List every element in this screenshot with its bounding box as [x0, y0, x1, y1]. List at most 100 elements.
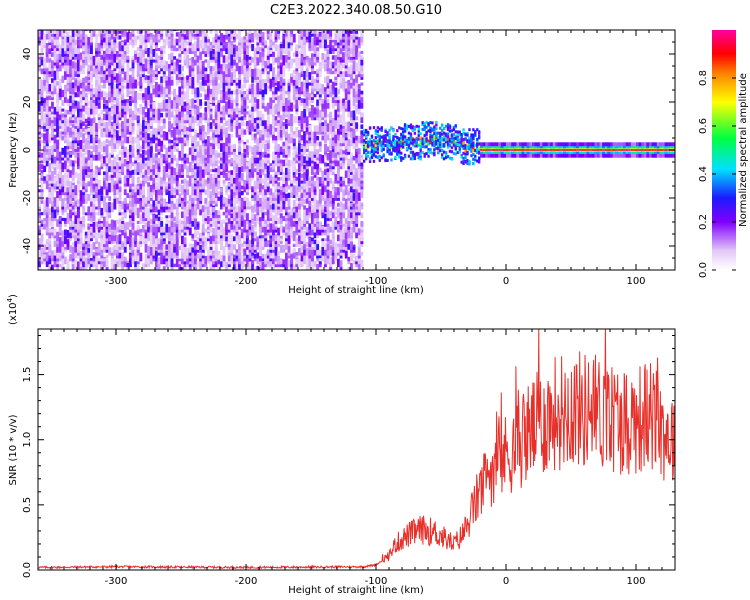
heatmap-cell	[87, 120, 91, 126]
heatmap-cell	[196, 154, 200, 158]
heatmap-cell	[256, 142, 260, 152]
heatmap-cell	[136, 81, 140, 86]
heatmap-cell	[201, 125, 205, 132]
heatmap-cell	[175, 68, 179, 75]
heatmap-cell	[53, 215, 57, 221]
heatmap-cell	[209, 255, 213, 259]
heatmap-cell	[175, 136, 179, 141]
heatmap-cell	[274, 127, 278, 132]
heatmap-cell	[165, 106, 169, 112]
heatmap-cell	[113, 247, 117, 256]
heatmap-cell	[188, 130, 192, 135]
heatmap-cell	[303, 240, 307, 245]
heatmap-cell	[225, 56, 229, 63]
heatmap-cell	[168, 95, 171, 101]
heatmap-cell	[66, 65, 70, 75]
heatmap-cell	[290, 208, 294, 216]
heatmap-cell	[74, 141, 78, 147]
heatmap-cell	[165, 158, 169, 164]
heatmap-cell	[77, 206, 80, 210]
heatmap-cell	[100, 252, 104, 256]
heatmap-cell	[84, 124, 88, 129]
heatmap-cell	[305, 66, 309, 77]
heatmap-cell	[123, 259, 127, 268]
heatmap-cell	[188, 265, 192, 270]
heatmap-cell	[77, 164, 80, 170]
heatmap-cell	[155, 204, 158, 213]
heatmap-cell	[84, 138, 88, 149]
heatmap-cell	[162, 258, 166, 265]
heatmap-cell	[235, 132, 239, 138]
heatmap-cell	[290, 186, 294, 193]
heatmap-cell	[139, 155, 143, 161]
heatmap-cell	[84, 146, 88, 152]
heatmap-cell	[222, 34, 226, 43]
heatmap-cell	[181, 137, 184, 144]
heatmap-cell	[233, 207, 236, 213]
heatmap-cell	[318, 189, 322, 198]
heatmap-cell	[100, 234, 104, 239]
heatmap-cell	[253, 68, 257, 75]
heatmap-cell	[170, 36, 174, 46]
heatmap-cell	[191, 248, 195, 259]
heatmap-cell	[131, 184, 135, 196]
heatmap-cell	[168, 181, 171, 187]
heatmap-cell	[162, 120, 166, 129]
heatmap-cell	[292, 208, 296, 213]
heatmap-cell	[69, 57, 73, 66]
heatmap-cell	[131, 136, 135, 144]
heatmap-cell	[191, 147, 195, 155]
heatmap-cell	[147, 30, 151, 34]
heatmap-cell	[92, 88, 96, 95]
heatmap-cell	[285, 140, 288, 149]
heatmap-cell	[147, 182, 151, 187]
heatmap-cell	[285, 123, 288, 129]
heatmap-cell	[173, 127, 177, 138]
heatmap-cell	[313, 244, 317, 256]
heatmap-cell	[110, 165, 114, 173]
heatmap-cell	[272, 126, 275, 135]
heatmap-cell	[155, 214, 158, 219]
heatmap-cell	[238, 89, 242, 95]
heatmap-cell	[212, 78, 216, 86]
heatmap-cell	[142, 106, 145, 115]
heatmap-cell	[186, 141, 190, 147]
heatmap-cell	[92, 136, 96, 147]
heatmap-cell	[277, 63, 281, 69]
heatmap-cell	[225, 172, 229, 181]
heatmap-cell	[292, 199, 296, 207]
heatmap-cell	[110, 94, 114, 98]
heatmap-cell	[290, 231, 294, 239]
heatmap-cell	[79, 96, 83, 101]
heatmap-cell	[90, 176, 93, 187]
heatmap-cell	[56, 58, 60, 63]
heatmap-cell	[240, 119, 244, 124]
heatmap-cell	[123, 149, 127, 155]
heatmap-cell	[230, 109, 234, 115]
heatmap-cell	[300, 144, 304, 149]
heatmap-cell	[222, 158, 226, 170]
heatmap-cell	[149, 203, 153, 210]
heatmap-cell	[251, 197, 255, 201]
heatmap-cell	[53, 116, 57, 126]
heatmap-cell	[170, 91, 174, 95]
heatmap-cell	[313, 221, 317, 227]
heatmap-cell	[118, 190, 122, 198]
heatmap-cell	[38, 189, 41, 193]
heatmap-cell	[61, 230, 65, 242]
heatmap-cell	[168, 72, 171, 78]
heatmap-cell	[209, 142, 213, 147]
heatmap-cell	[131, 118, 135, 124]
heatmap-cell	[207, 233, 210, 239]
heatmap-cell	[303, 54, 307, 60]
heatmap-cell	[201, 228, 205, 233]
heatmap-cell	[110, 174, 114, 178]
heatmap-cell	[295, 158, 299, 164]
heatmap-cell	[58, 106, 62, 115]
heatmap-cell	[181, 96, 184, 106]
heatmap-cell	[118, 55, 122, 60]
heatmap-cell	[149, 108, 153, 118]
heatmap-cell	[134, 137, 138, 144]
heatmap-cell	[300, 193, 304, 198]
heatmap-cell	[282, 87, 286, 92]
